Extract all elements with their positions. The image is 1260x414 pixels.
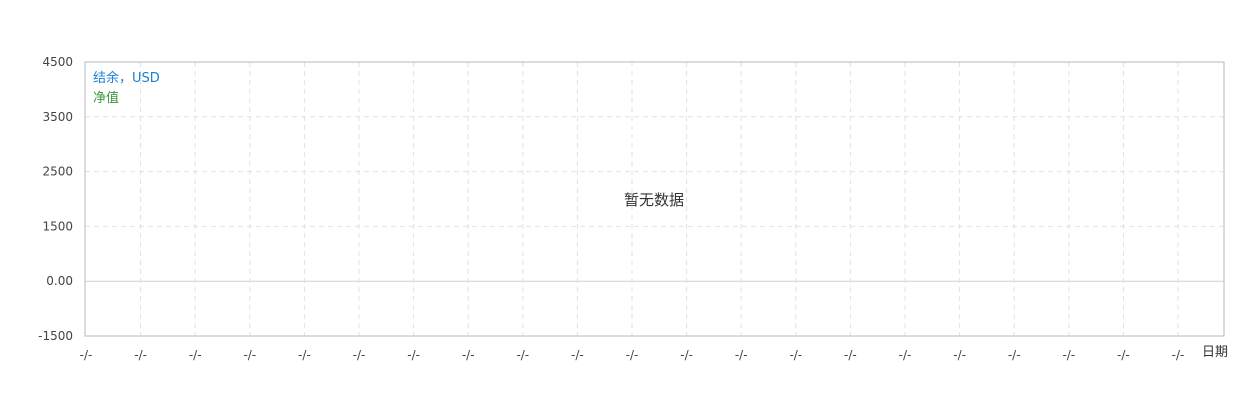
x-tick-label: -/-	[407, 348, 420, 362]
x-tick-label: -/-	[1172, 348, 1185, 362]
grid-layer	[85, 62, 1224, 336]
legend: 结余，USD 净值	[93, 70, 160, 106]
x-tick-label: -/-	[80, 348, 93, 362]
x-tick-label: -/-	[953, 348, 966, 362]
x-axis-label: 日期	[1202, 345, 1228, 360]
y-tick-label: 2500	[42, 165, 73, 179]
x-tick-label: -/-	[789, 348, 802, 362]
x-tick-label: -/-	[243, 348, 256, 362]
legend-equity: 净值	[93, 90, 119, 106]
x-tick-label: -/-	[844, 348, 857, 362]
x-tick-label: -/-	[899, 348, 912, 362]
x-tick-label: -/-	[1062, 348, 1075, 362]
x-tick-label: -/-	[298, 348, 311, 362]
legend-balance: 结余，USD	[93, 70, 160, 86]
x-tick-label: -/-	[680, 348, 693, 362]
y-tick-label: 3500	[42, 110, 73, 124]
y-tick-label: -1500	[38, 329, 73, 343]
empty-data-message: 暂无数据	[624, 191, 684, 209]
x-tick-label: -/-	[462, 348, 475, 362]
x-tick-label: -/-	[626, 348, 639, 362]
x-tick-label: -/-	[189, 348, 202, 362]
y-tick-label: 0.00	[46, 274, 73, 288]
x-tick-label: -/-	[1117, 348, 1130, 362]
x-tick-label: -/-	[735, 348, 748, 362]
y-tick-label: 1500	[42, 219, 73, 233]
x-tick-label: -/-	[1008, 348, 1021, 362]
plot-frame	[84, 61, 1225, 337]
y-axis: 4500 3500 2500 1500 0.00 -1500	[38, 55, 73, 343]
x-axis: -/- -/- -/- -/- -/- -/- -/- -/- -/- -/- -/- -/- -/- -…	[80, 348, 1185, 362]
x-tick-label: -/-	[353, 348, 366, 362]
x-tick-label: -/-	[516, 348, 529, 362]
y-tick-label: 4500	[42, 55, 73, 69]
x-tick-label: -/-	[571, 348, 584, 362]
x-tick-label: -/-	[134, 348, 147, 362]
